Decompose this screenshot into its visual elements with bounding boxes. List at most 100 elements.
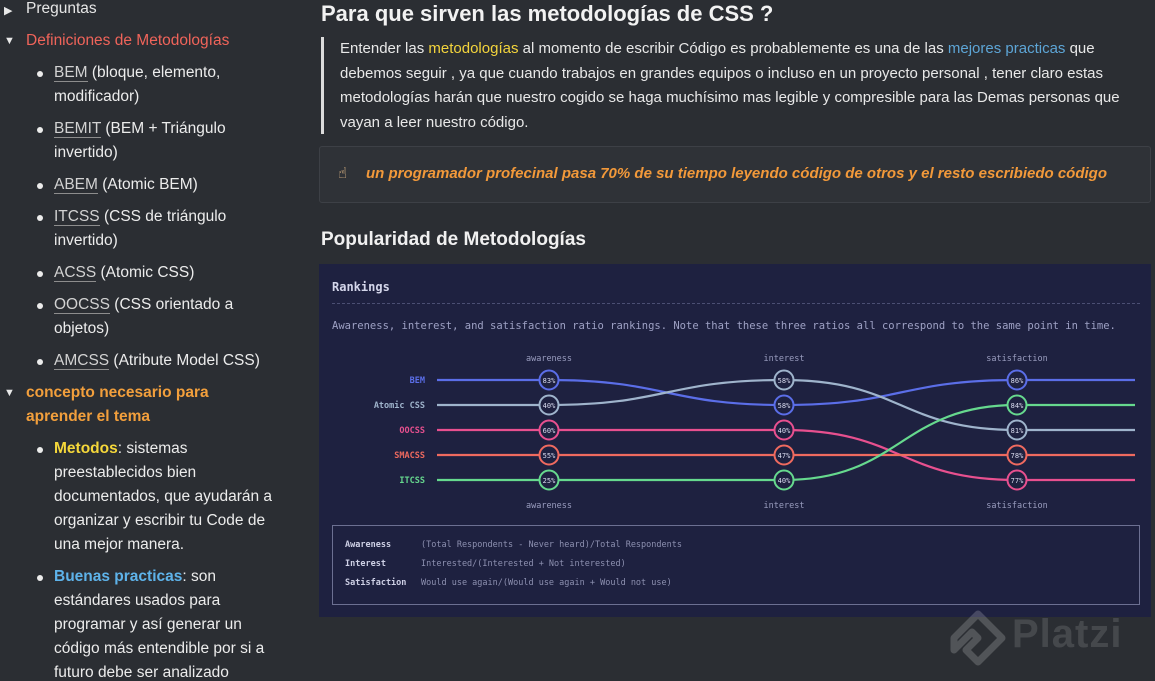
data-point — [538, 394, 560, 416]
legend-row: Satisfaction Would use again/(Would use a… — [345, 578, 672, 588]
column-label: awareness — [526, 354, 572, 364]
data-point — [1006, 469, 1028, 491]
column-label: satisfaction — [986, 501, 1047, 511]
page-title: Para que sirven las metodologías de CSS … — [321, 1, 774, 26]
column-label: interest — [764, 501, 805, 511]
legend-row: Awareness (Total Respondents - Never hear… — [345, 540, 682, 550]
legend-row: Interest Interested/(Interested + Not int… — [345, 559, 626, 569]
column-label: interest — [764, 354, 805, 364]
series-label: SMACSS — [394, 451, 425, 461]
legend-def: Would use again/(Would use again + Would… — [421, 578, 672, 588]
column-label: satisfaction — [986, 354, 1047, 364]
data-label: 84% — [1011, 402, 1024, 410]
sidebar: ▶ Preguntas ▼ Definiciones de Metodologí… — [0, 0, 290, 681]
list-item: ITCSS (CSS de triángulo invertido) — [37, 205, 286, 253]
data-point — [538, 444, 560, 466]
data-label: 40% — [778, 477, 791, 485]
callout-text: un programador profecinal pasa 70% de su… — [366, 165, 1107, 182]
data-label: 58% — [778, 402, 791, 410]
list-item: ACSS (Atomic CSS) — [37, 261, 286, 285]
chart-subtitle: Awareness, interest, and satisfaction ra… — [332, 320, 1116, 332]
toc-item-definiciones[interactable]: Definiciones de Metodologías — [26, 32, 230, 49]
list-item: Metodos: sistemas preestablecidos bien d… — [37, 437, 274, 557]
list-item: ABEM (Atomic BEM) — [37, 173, 286, 197]
data-point — [773, 469, 795, 491]
callout-box: ☝ un programador profecinal pasa 70% de … — [319, 146, 1151, 203]
series-label: BEM — [410, 376, 425, 386]
data-label: 86% — [1011, 377, 1024, 385]
platzi-logo-icon — [950, 610, 1006, 666]
data-point — [538, 469, 560, 491]
data-point — [1006, 394, 1028, 416]
list-item-text: (Atribute Model CSS) — [109, 352, 260, 369]
data-label: 40% — [778, 427, 791, 435]
list-item-text: (CSS de triángulo invertido) — [54, 208, 227, 249]
metodos-term: Metodos — [54, 440, 118, 457]
rankings-chart: Rankings Awareness, interest, and satisf… — [319, 264, 1151, 617]
quote-highlight: metodologías — [428, 40, 519, 57]
data-point — [773, 394, 795, 416]
data-point — [1006, 419, 1028, 441]
data-label: 77% — [1011, 477, 1024, 485]
itcss-link[interactable]: ITCSS — [54, 208, 100, 226]
divider — [332, 303, 1140, 304]
list-item-text: (CSS orientado a objetos) — [54, 296, 234, 337]
data-point — [1006, 444, 1028, 466]
legend-def: (Total Respondents - Never heard)/Total … — [421, 540, 682, 550]
quote-highlight: mejores practicas — [947, 40, 1066, 57]
chart-title: Rankings — [332, 280, 390, 294]
platzi-watermark: Platzi — [1012, 612, 1123, 656]
quote-text: Entender las — [340, 40, 429, 57]
abem-link[interactable]: ABEM — [54, 176, 98, 194]
buenas-practicas-term: Buenas practicas — [54, 568, 183, 585]
list-item-text: : sistemas preestablecidos bien document… — [54, 440, 273, 553]
caret-down-icon[interactable]: ▼ — [4, 387, 15, 399]
data-label: 58% — [778, 377, 791, 385]
acss-link[interactable]: ACSS — [54, 264, 97, 282]
data-point — [538, 419, 560, 441]
data-label: 40% — [543, 402, 556, 410]
toc-item-concepto[interactable]: concepto necesario para aprender el tema — [26, 384, 209, 425]
data-point — [773, 444, 795, 466]
caret-right-icon[interactable]: ▶ — [4, 5, 13, 17]
list-item: BEMIT (BEM + Triángulo invertido) — [37, 117, 286, 165]
series-line — [437, 403, 1135, 482]
legend-term: Interest — [345, 559, 386, 569]
series-label: ITCSS — [399, 476, 425, 486]
legend-def: Interested/(Interested + Not interested) — [421, 559, 626, 569]
data-label: 81% — [1011, 427, 1024, 435]
chart-legend: Awareness (Total Respondents - Never hear… — [332, 525, 1140, 605]
data-label: 47% — [778, 452, 791, 460]
series-label: OOCSS — [399, 426, 425, 436]
data-point — [773, 419, 795, 441]
list-item: OOCSS (CSS orientado a objetos) — [37, 293, 286, 341]
caret-down-icon[interactable]: ▼ — [4, 35, 15, 47]
blockquote: Entender las metodologías al momento de … — [321, 37, 1141, 134]
toc-item-preguntas[interactable]: Preguntas — [26, 0, 97, 17]
data-label: 78% — [1011, 452, 1024, 460]
legend-term: Awareness — [345, 540, 392, 550]
list-item-text: (Atomic BEM) — [97, 176, 198, 193]
data-label: 60% — [543, 427, 556, 435]
bemit-link[interactable]: BEMIT — [54, 120, 102, 138]
quote-text: al momento de escribir Código es probabl… — [518, 40, 948, 57]
rankings-plot: awareness awareness interest interest satisf… — [374, 354, 1135, 511]
list-item: Buenas practicas: son estándares usados … — [37, 565, 274, 681]
data-label: 83% — [543, 377, 556, 385]
data-point — [773, 369, 795, 391]
list-item: BEM (bloque, elemento, modificador) — [37, 61, 286, 109]
list-item-text: (bloque, elemento, modificador) — [54, 64, 221, 105]
oocss-link[interactable]: OOCSS — [54, 296, 110, 314]
quote-text: que debemos seguir , ya que cuando traba… — [340, 40, 1120, 131]
pointing-up-icon: ☝ — [338, 165, 348, 182]
data-point — [538, 369, 560, 391]
series-label: Atomic CSS — [374, 400, 425, 411]
legend-term: Satisfaction — [345, 578, 407, 588]
list-item: AMCSS (Atribute Model CSS) — [37, 349, 286, 373]
data-point — [1006, 369, 1028, 391]
column-label: awareness — [526, 501, 572, 511]
section-title: Popularidad de Metodologías — [321, 229, 586, 250]
list-item-text: (Atomic CSS) — [96, 264, 195, 281]
bem-link[interactable]: BEM — [54, 64, 88, 82]
amcss-link[interactable]: AMCSS — [54, 352, 110, 370]
